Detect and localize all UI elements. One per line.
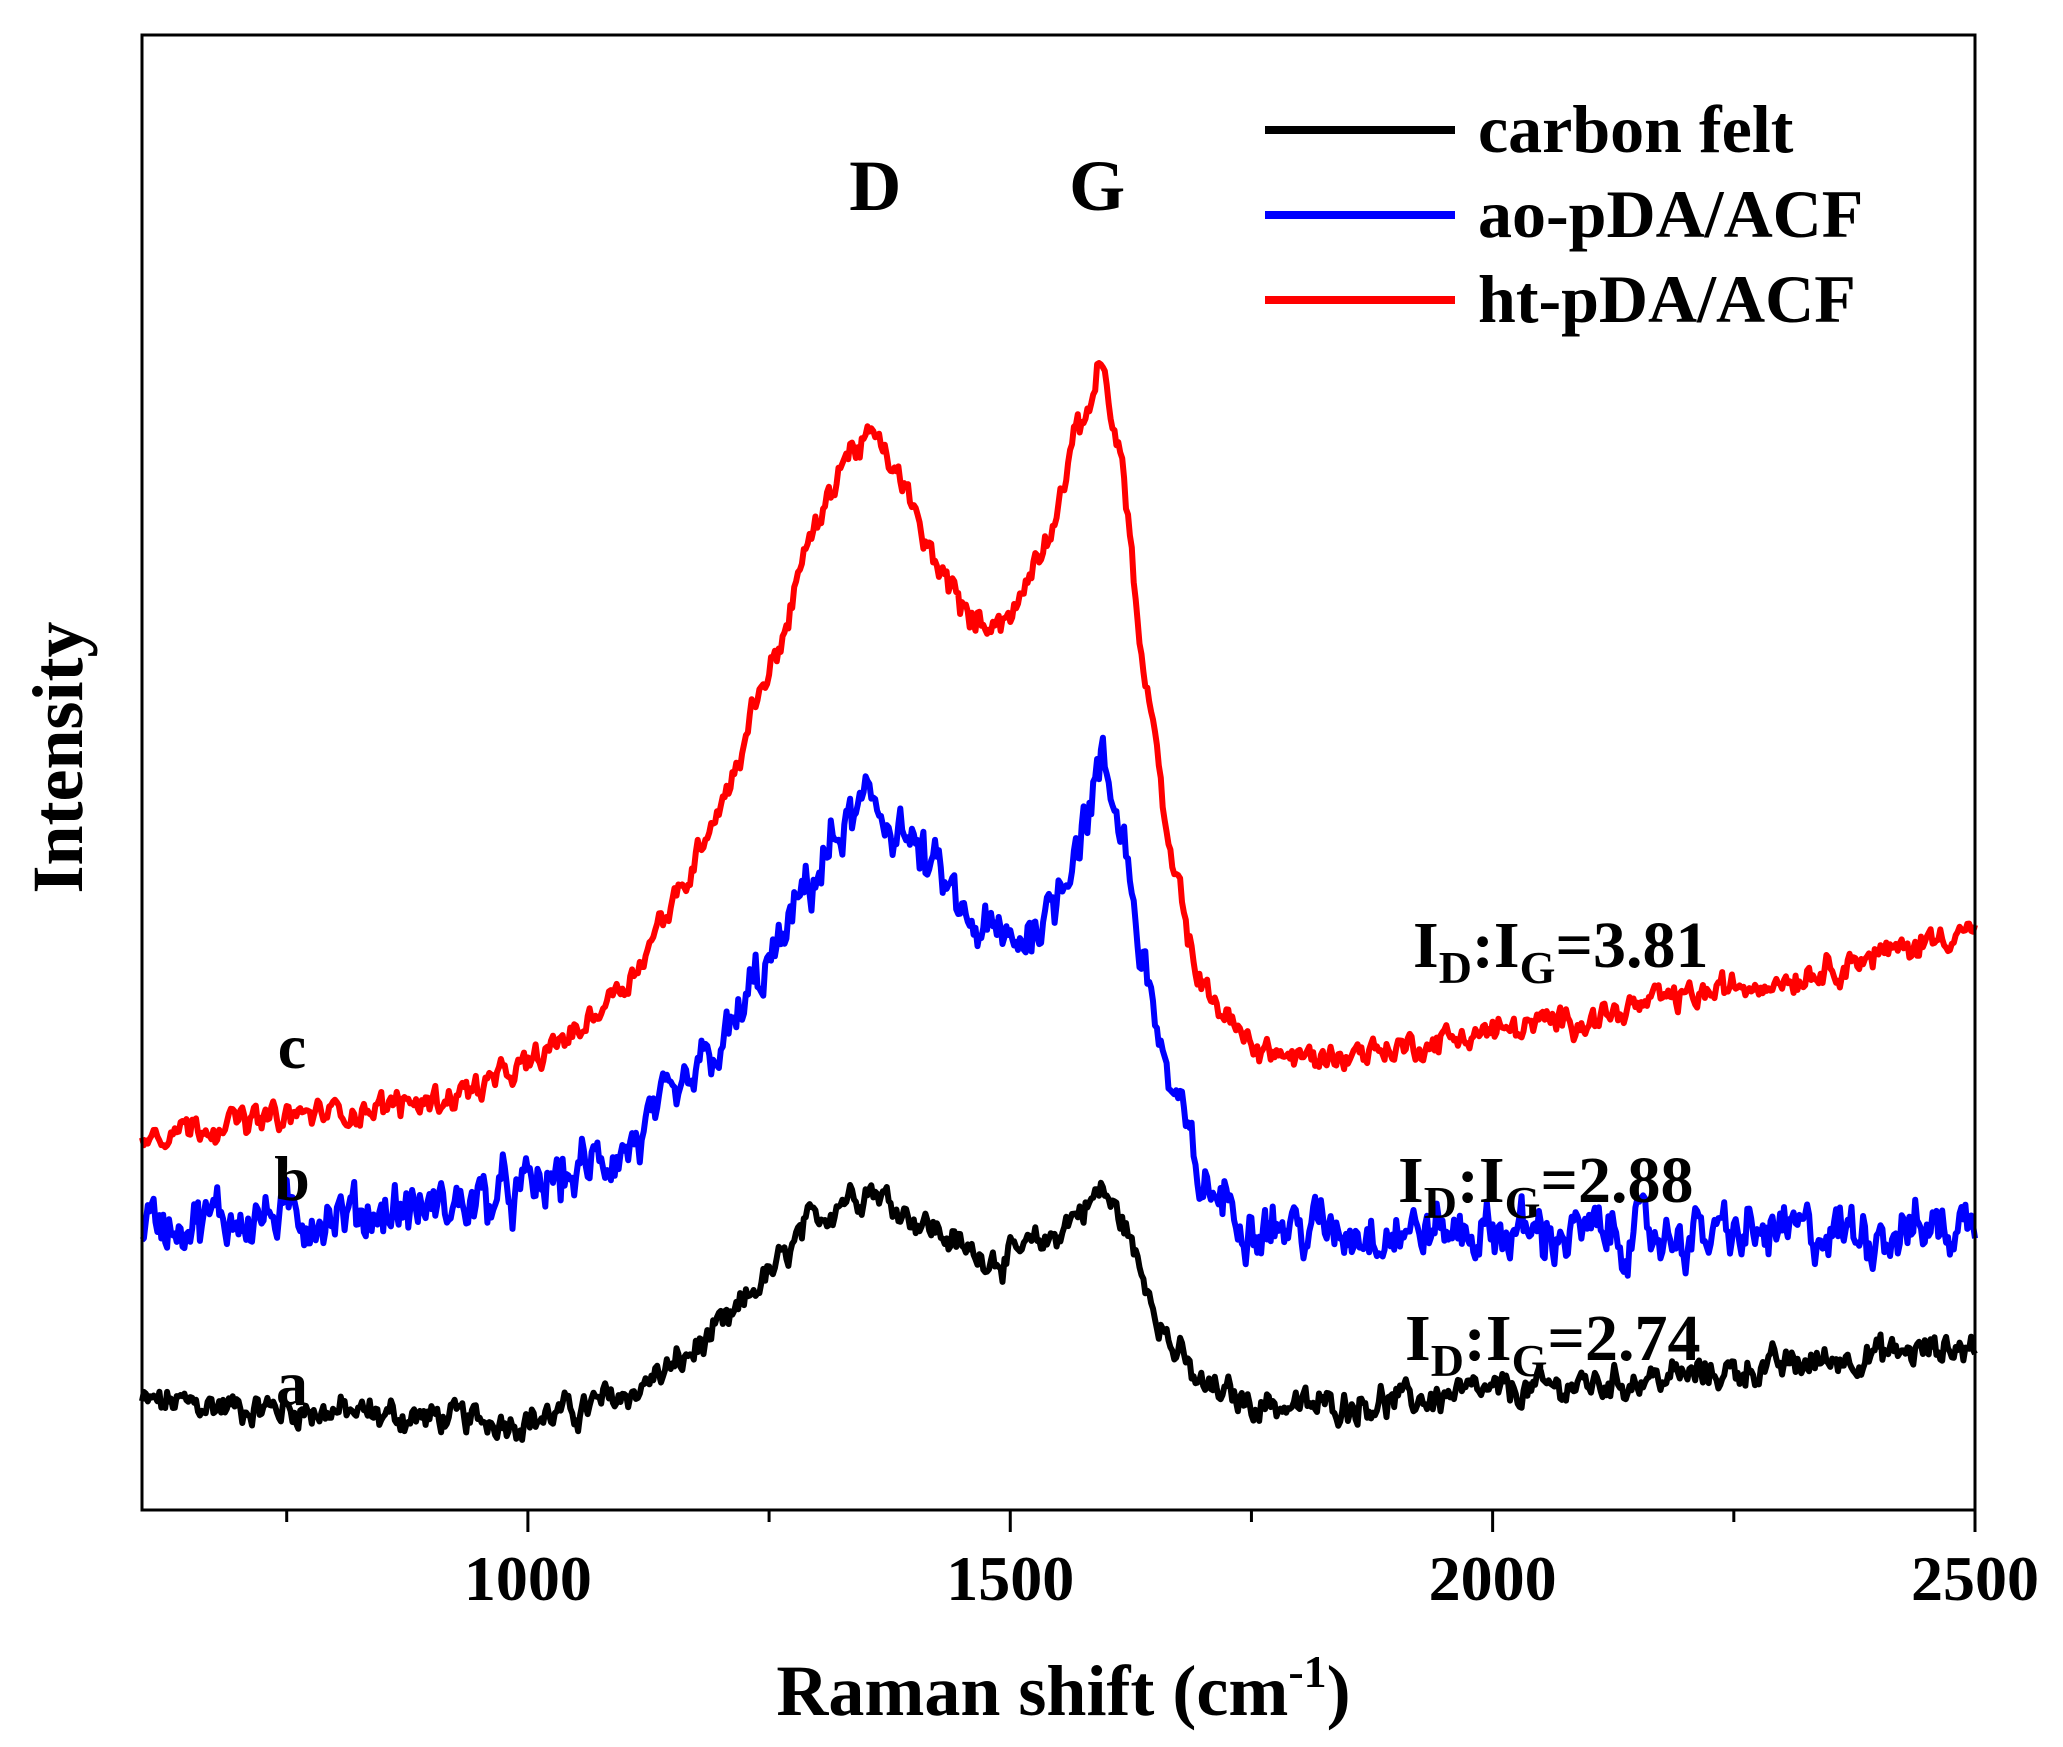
curve-letter-a: a: [276, 1348, 308, 1419]
curve-letters: a bc: [274, 1011, 310, 1419]
y-axis-label: Intensity: [18, 621, 98, 893]
x-tick-label: 1000: [464, 1543, 592, 1614]
legend: carbon felt ao-pDA/ACF ht-pDA/ACF: [1265, 91, 1863, 337]
legend-label-c: ht-pDA/ACF: [1478, 261, 1856, 337]
peak-label-g: G: [1069, 146, 1125, 226]
plot-frame: [140, 33, 1977, 1512]
ratio-label-b: ID:IG=2.88: [1398, 1144, 1693, 1228]
ratio-label-c: ID:IG=3.81: [1413, 909, 1708, 993]
x-tick-label: 2000: [1429, 1543, 1557, 1614]
x-axis: 1000 1500 2000 2500: [285, 1510, 2039, 1614]
curve-letter-c: c: [278, 1011, 306, 1082]
x-axis-label: Raman shift (cm-1): [776, 1646, 1350, 1731]
ratio-label-a: ID:IG=2.74: [1405, 1302, 1700, 1386]
peak-annotations: D G: [849, 146, 1125, 226]
legend-label-a: carbon felt: [1478, 91, 1794, 167]
legend-label-b: ao-pDA/ACF: [1478, 176, 1863, 252]
peak-label-d: D: [849, 146, 901, 226]
curve-letter-b: b: [274, 1143, 310, 1214]
series-line-2: [139, 734, 1978, 1279]
plot-area: [139, 360, 1978, 1443]
x-tick-label: 2500: [1911, 1543, 2039, 1614]
x-tick-label: 1500: [946, 1543, 1074, 1614]
ratio-labels: ID:IG=2.74 ID:IG=2.88 ID:IG=3.81: [1398, 909, 1708, 1386]
series-line-1: [139, 1179, 1978, 1443]
series-line-3: [139, 360, 1978, 1151]
